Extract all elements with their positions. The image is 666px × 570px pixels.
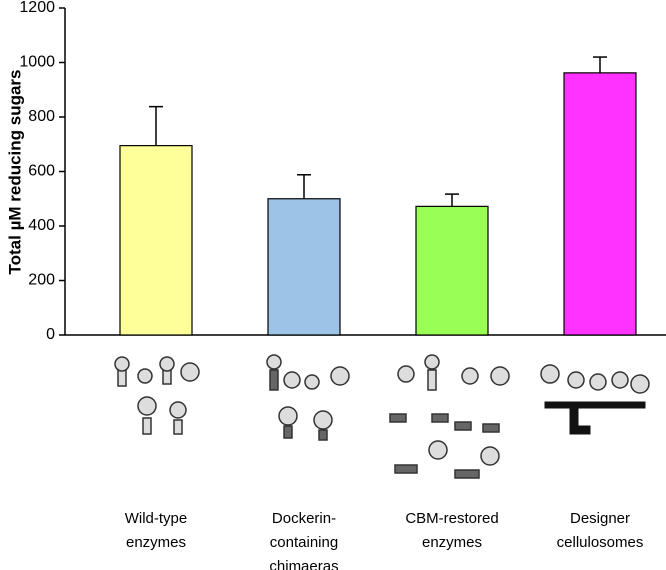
icons-designer	[540, 364, 650, 435]
icons-cbm	[389, 354, 510, 479]
y-tick-label: 0	[46, 326, 55, 343]
y-tick-label: 800	[28, 108, 55, 125]
icons-wild-type	[114, 356, 200, 435]
y-tick-label: 400	[28, 217, 55, 234]
x-tick-label: Designer	[570, 510, 630, 527]
enzyme-icons	[114, 354, 650, 479]
y-tick-label: 600	[28, 163, 55, 180]
y-tick-label: 1200	[19, 0, 55, 16]
x-tick-label: cellulosomes	[557, 534, 644, 551]
bar	[267, 198, 341, 336]
x-tick-label: enzymes	[126, 534, 186, 551]
x-tick-label: CBM-restored	[405, 510, 498, 527]
x-tick-label: Wild-type	[125, 510, 188, 527]
y-tick-label: 200	[28, 272, 55, 289]
x-tick-label: chimaeras	[269, 558, 338, 570]
bar	[563, 72, 637, 336]
y-tick-label: 1000	[19, 54, 55, 71]
y-axis-label: Total µM reducing sugars	[5, 69, 24, 274]
bar	[119, 145, 193, 336]
x-tick-label: containing	[270, 534, 338, 551]
x-tick-label: enzymes	[422, 534, 482, 551]
icons-dockerin	[266, 354, 350, 441]
bar	[415, 205, 489, 336]
x-tick-label: Dockerin-	[272, 510, 336, 527]
